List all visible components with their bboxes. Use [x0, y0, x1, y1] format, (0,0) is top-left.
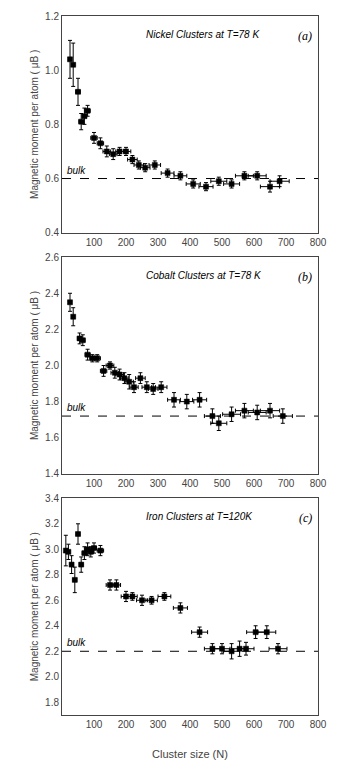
- svg-text:2.2: 2.2: [45, 646, 59, 657]
- svg-text:2.0: 2.0: [45, 671, 59, 682]
- svg-text:2.8: 2.8: [45, 569, 59, 580]
- svg-text:400: 400: [182, 478, 199, 489]
- svg-text:Magnetic moment per atom ( μB: Magnetic moment per atom ( μB ): [29, 532, 40, 681]
- svg-text:100: 100: [86, 478, 103, 489]
- svg-text:bulk: bulk: [67, 165, 86, 176]
- svg-text:1.2: 1.2: [45, 11, 59, 22]
- svg-text:2.0: 2.0: [45, 360, 59, 371]
- svg-text:700: 700: [278, 478, 295, 489]
- svg-text:500: 500: [214, 237, 231, 248]
- svg-text:3.4: 3.4: [45, 493, 59, 504]
- svg-text:500: 500: [214, 719, 231, 730]
- svg-text:700: 700: [278, 719, 295, 730]
- svg-text:3.0: 3.0: [45, 544, 59, 555]
- svg-text:2.6: 2.6: [45, 595, 59, 606]
- svg-text:(b): (b): [298, 270, 312, 284]
- svg-text:200: 200: [118, 237, 135, 248]
- svg-text:800: 800: [310, 478, 327, 489]
- svg-text:(a): (a): [298, 29, 312, 43]
- svg-text:1.8: 1.8: [45, 697, 59, 708]
- svg-text:bulk: bulk: [67, 637, 86, 648]
- svg-text:Cobalt Clusters at T=78 K: Cobalt Clusters at T=78 K: [146, 270, 262, 281]
- svg-text:1.6: 1.6: [45, 432, 59, 443]
- svg-text:1.8: 1.8: [45, 396, 59, 407]
- svg-text:200: 200: [118, 478, 135, 489]
- svg-text:3.2: 3.2: [45, 518, 59, 529]
- svg-text:2.4: 2.4: [45, 620, 59, 631]
- svg-text:Magnetic moment per atom ( μB: Magnetic moment per atom ( μB ): [29, 50, 40, 199]
- svg-text:300: 300: [150, 719, 167, 730]
- svg-text:2.4: 2.4: [45, 288, 59, 299]
- svg-text:0.8: 0.8: [45, 119, 59, 130]
- svg-text:2.6: 2.6: [45, 252, 59, 263]
- svg-text:600: 600: [246, 478, 263, 489]
- svg-text:600: 600: [246, 719, 263, 730]
- svg-text:100: 100: [86, 237, 103, 248]
- svg-text:Nickel Clusters at T=78 K: Nickel Clusters at T=78 K: [146, 29, 260, 40]
- svg-text:500: 500: [214, 478, 231, 489]
- svg-text:bulk: bulk: [67, 402, 86, 413]
- svg-text:800: 800: [310, 719, 327, 730]
- svg-text:400: 400: [182, 719, 199, 730]
- svg-text:1.4: 1.4: [45, 468, 59, 479]
- svg-text:400: 400: [182, 237, 199, 248]
- svg-text:1.0: 1.0: [45, 65, 59, 76]
- svg-text:Magnetic moment per atom ( μB: Magnetic moment per atom ( μB ): [29, 291, 40, 440]
- svg-text:700: 700: [278, 237, 295, 248]
- svg-text:200: 200: [118, 719, 135, 730]
- svg-text:300: 300: [150, 478, 167, 489]
- svg-text:2.2: 2.2: [45, 324, 59, 335]
- svg-text:600: 600: [246, 237, 263, 248]
- svg-text:0.4: 0.4: [45, 227, 59, 238]
- svg-text:300: 300: [150, 237, 167, 248]
- svg-text:800: 800: [310, 237, 327, 248]
- svg-text:Iron Clusters at T=120K: Iron Clusters at T=120K: [146, 511, 253, 522]
- svg-text:(c): (c): [299, 511, 312, 525]
- svg-text:100: 100: [86, 719, 103, 730]
- svg-text:0.6: 0.6: [45, 173, 59, 184]
- svg-text:Cluster size (N): Cluster size (N): [152, 748, 228, 760]
